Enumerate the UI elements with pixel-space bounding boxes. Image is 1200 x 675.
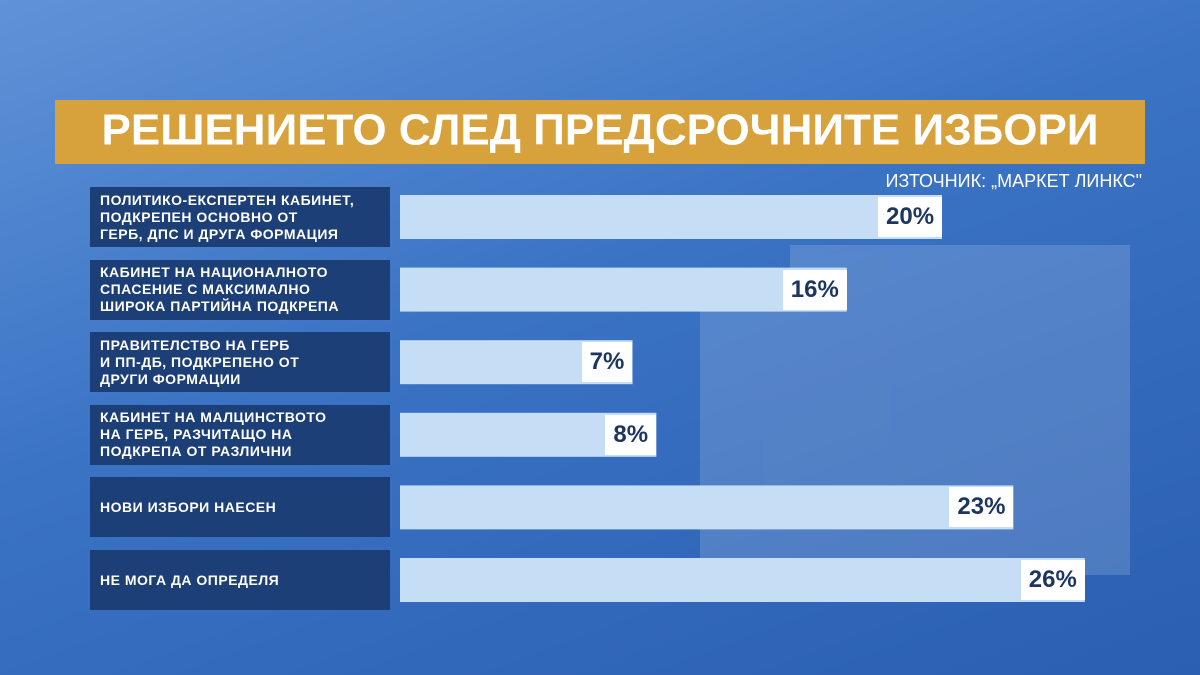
category-label: КАБИНЕТ НА НАЦИОНАЛНОТО СПАСЕНИЕ С МАКСИ… (90, 259, 390, 320)
category-label: ПРАВИТЕЛСТВО НА ГЕРБ И ПП-ДБ, ПОДКРЕПЕНО… (90, 332, 390, 393)
category-label: НОВИ ИЗБОРИ НАЕСЕН (90, 477, 390, 538)
category-label: ПОЛИТИКО-ЕКСПЕРТЕН КАБИНЕТ, ПОДКРЕПЕН ОС… (90, 187, 390, 247)
title-band (55, 100, 1145, 164)
chart-title: РЕШЕНИЕТО СЛЕД ПРЕДСРОЧНИТЕ ИЗБОРИ (102, 106, 1099, 155)
bar (400, 485, 1014, 530)
value-label: 20% (878, 197, 943, 237)
bar (400, 195, 942, 239)
value-label: 8% (605, 414, 657, 455)
value-label: 16% (782, 269, 847, 310)
category-label: КАБИНЕТ НА МАЛЦИНСТВОТО НА ГЕРБ, РАЗЧИТА… (90, 404, 390, 465)
category-label: НЕ МОГА ДА ОПРЕДЕЛЯ (90, 550, 390, 610)
source: ИЗТОЧНИК: „МАРКЕТ ЛИНКС" (885, 171, 1142, 191)
bar (400, 267, 847, 312)
bar (400, 558, 1085, 602)
value-label: 23% (949, 487, 1014, 528)
value-label: 7% (581, 342, 633, 383)
value-label: 26% (1020, 560, 1085, 600)
